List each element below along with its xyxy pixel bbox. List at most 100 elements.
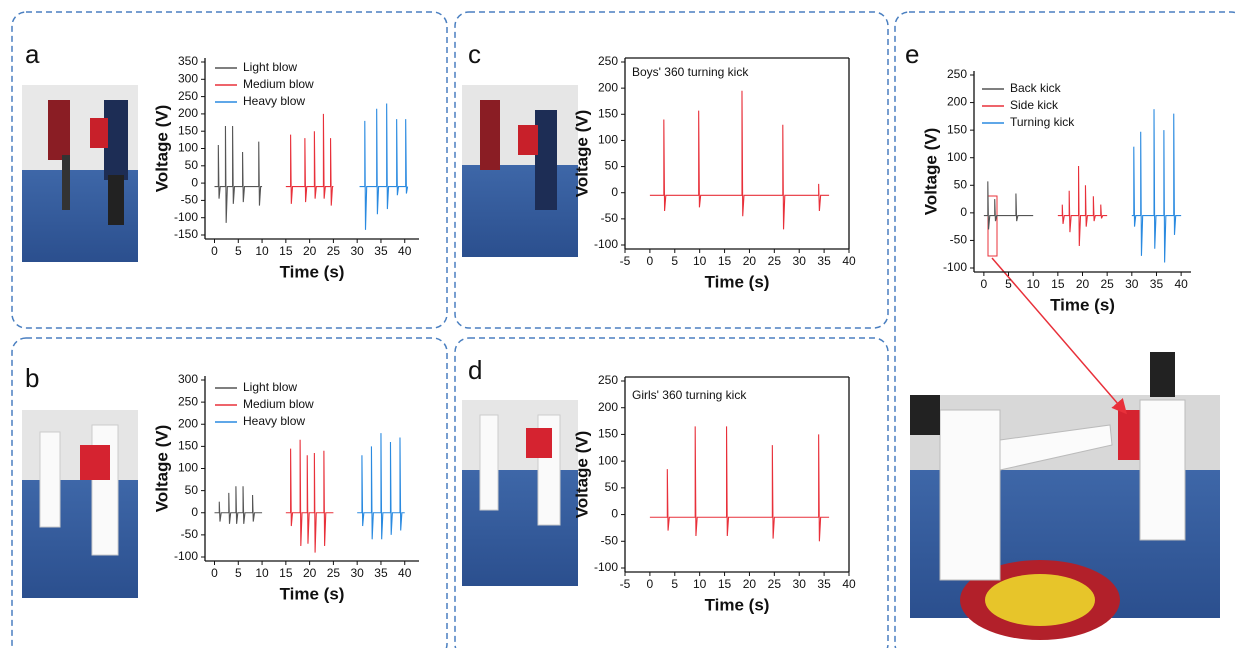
- x-tick-label: 30: [793, 254, 807, 268]
- x-tick-label: 10: [693, 577, 707, 591]
- y-tick-label: 0: [191, 505, 198, 519]
- y-tick-label: 0: [960, 205, 967, 219]
- signal-line: [286, 114, 334, 206]
- y-tick-label: 350: [178, 54, 198, 68]
- y-tick-label: -150: [174, 227, 198, 241]
- y-tick-label: 150: [598, 106, 618, 120]
- x-tick-label: 10: [1027, 277, 1041, 291]
- y-tick-label: 50: [954, 177, 968, 191]
- x-tick-label: 40: [398, 244, 412, 258]
- x-tick-label: 40: [1174, 277, 1188, 291]
- y-tick-label: -50: [601, 533, 619, 547]
- signal-line: [286, 440, 334, 553]
- y-tick-label: -100: [594, 237, 618, 251]
- y-tick-label: 150: [947, 122, 967, 136]
- y-tick-label: 200: [178, 106, 198, 120]
- x-tick-label: 25: [1100, 277, 1114, 291]
- y-tick-label: 100: [947, 150, 967, 164]
- x-tick-label: 35: [374, 566, 388, 580]
- x-tick-label: 25: [768, 254, 782, 268]
- x-tick-label: 15: [1051, 277, 1065, 291]
- x-axis-label: Time (s): [705, 595, 770, 614]
- legend-label: Heavy blow: [243, 94, 305, 108]
- signal-line: [984, 181, 1033, 229]
- signal-line: [1058, 166, 1107, 246]
- y-tick-label: 200: [598, 400, 618, 414]
- y-axis-label: Voltage (V): [572, 110, 591, 198]
- x-tick-label: 20: [743, 577, 757, 591]
- y-tick-label: -50: [181, 527, 199, 541]
- photo: [462, 400, 578, 586]
- y-tick-label: 50: [185, 158, 199, 172]
- y-tick-label: 150: [178, 123, 198, 137]
- y-tick-label: -100: [943, 260, 967, 274]
- panel-label: c: [468, 39, 481, 69]
- x-tick-label: 15: [718, 577, 732, 591]
- x-tick-label: 40: [842, 254, 856, 268]
- signal-line: [650, 426, 829, 541]
- x-tick-label: 15: [279, 244, 293, 258]
- y-tick-label: 200: [178, 416, 198, 430]
- y-tick-label: 100: [178, 461, 198, 475]
- x-tick-label: 30: [350, 244, 364, 258]
- y-axis-label: Voltage (V): [921, 128, 940, 216]
- x-axis-label: Time (s): [1050, 295, 1115, 314]
- legend-label: Heavy blow: [243, 414, 305, 428]
- x-tick-label: 10: [255, 566, 269, 580]
- y-tick-label: 300: [178, 372, 198, 386]
- x-tick-label: 0: [211, 244, 218, 258]
- x-tick-label: 30: [350, 566, 364, 580]
- signal-line: [215, 486, 263, 524]
- x-tick-label: 20: [743, 254, 757, 268]
- x-tick-label: 0: [647, 254, 654, 268]
- y-tick-label: 250: [598, 54, 618, 68]
- y-tick-label: 200: [598, 80, 618, 94]
- x-tick-label: 40: [842, 577, 856, 591]
- signal-line: [1132, 109, 1181, 262]
- y-tick-label: -50: [950, 233, 968, 247]
- y-tick-label: 300: [178, 71, 198, 85]
- y-tick-label: -100: [174, 549, 198, 563]
- x-tick-label: 15: [718, 254, 732, 268]
- x-tick-label: 25: [327, 244, 341, 258]
- y-tick-label: 50: [605, 159, 619, 173]
- y-tick-label: 150: [598, 427, 618, 441]
- x-tick-label: 20: [303, 566, 317, 580]
- x-axis-label: Time (s): [705, 272, 770, 291]
- legend-label: Light blow: [243, 60, 297, 74]
- signal-line: [215, 126, 263, 223]
- y-tick-label: 250: [178, 394, 198, 408]
- x-tick-label: 40: [398, 566, 412, 580]
- x-tick-label: 35: [817, 254, 831, 268]
- legend-label: Medium blow: [243, 77, 314, 91]
- y-axis-label: Voltage (V): [152, 425, 171, 513]
- legend-label: Light blow: [243, 380, 297, 394]
- x-tick-label: -5: [620, 577, 631, 591]
- y-tick-label: 0: [611, 185, 618, 199]
- x-tick-label: 20: [303, 244, 317, 258]
- panel-label: a: [25, 39, 40, 69]
- annotation: Boys' 360 turning kick: [632, 65, 749, 79]
- x-tick-label: 30: [793, 577, 807, 591]
- x-tick-label: 5: [1005, 277, 1012, 291]
- x-tick-label: 35: [374, 244, 388, 258]
- y-tick-label: -100: [174, 210, 198, 224]
- y-tick-label: 250: [598, 373, 618, 387]
- x-tick-label: 5: [235, 566, 242, 580]
- panel-label: b: [25, 363, 39, 393]
- y-tick-label: 50: [605, 480, 619, 494]
- photo: [22, 85, 138, 262]
- y-tick-label: 0: [611, 507, 618, 521]
- y-tick-label: -100: [594, 560, 618, 574]
- x-tick-label: 0: [647, 577, 654, 591]
- y-tick-label: 50: [185, 483, 199, 497]
- x-tick-label: 0: [981, 277, 988, 291]
- x-tick-label: 10: [693, 254, 707, 268]
- y-tick-label: -50: [601, 211, 619, 225]
- panel-label: d: [468, 355, 482, 385]
- panel-label: e: [905, 39, 919, 69]
- figure: -150-100-5005010015020025030035005101520…: [0, 0, 1235, 648]
- x-tick-label: 20: [1076, 277, 1090, 291]
- y-tick-label: 250: [947, 67, 967, 81]
